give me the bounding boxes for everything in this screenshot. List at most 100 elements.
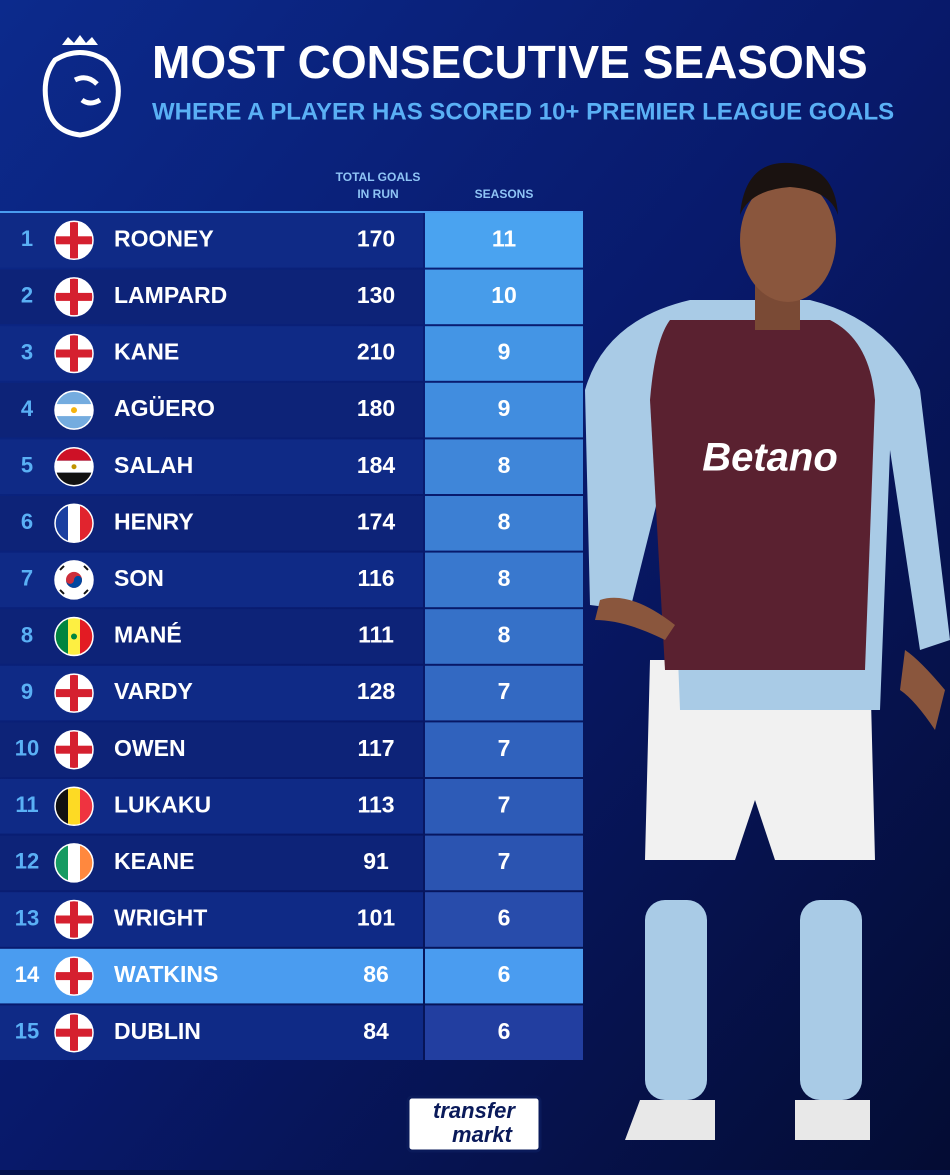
subtitle: WHERE A PLAYER HAS SCORED 10+ PREMIER LE… <box>152 98 894 125</box>
rank: 6 <box>21 509 33 534</box>
flag-border <box>54 786 94 827</box>
table-row: 10 OWEN 117 7 <box>0 722 583 777</box>
flag-border <box>54 390 94 430</box>
flag-border <box>54 560 94 600</box>
rank: 4 <box>21 396 34 421</box>
total-goals: 84 <box>363 1018 389 1044</box>
logo-text: transfer <box>433 1098 516 1123</box>
logo-text: markt <box>452 1122 514 1147</box>
player-name: SALAH <box>114 452 193 478</box>
total-goals: 174 <box>357 508 396 534</box>
flag-border <box>54 616 94 657</box>
rank: 10 <box>15 736 39 761</box>
player-name: OWEN <box>114 735 186 761</box>
table-row: 6 HENRY 174 8 <box>0 496 583 551</box>
column-header: IN RUN <box>357 187 398 201</box>
total-goals: 86 <box>363 961 389 987</box>
total-goals: 116 <box>357 565 394 591</box>
flag-border <box>54 503 94 544</box>
seasons: 8 <box>498 508 511 534</box>
rank: 8 <box>21 622 33 647</box>
league-logo <box>42 35 121 138</box>
player-name: MANÉ <box>114 621 182 648</box>
total-goals: 180 <box>357 395 395 421</box>
flag-border <box>54 333 94 374</box>
flag-border <box>54 729 94 770</box>
rank: 11 <box>15 792 38 817</box>
total-goals: 170 <box>357 225 395 251</box>
total-goals: 113 <box>357 791 394 817</box>
shirt-sponsor: Betano <box>702 436 838 480</box>
seasons-cell <box>425 1005 583 1060</box>
table: 1 ROONEY 170 11 2 LAMPARD 130 10 3 KANE 210 9 4 AGÜER… <box>0 211 583 1060</box>
flag-border <box>54 956 94 996</box>
seasons: 8 <box>498 452 511 478</box>
total-goals: 117 <box>357 735 394 761</box>
seasons-cell <box>425 382 583 438</box>
seasons: 8 <box>498 565 511 591</box>
player-name: KEANE <box>114 848 195 874</box>
seasons: 6 <box>498 961 511 987</box>
seasons-cell <box>425 609 583 664</box>
seasons-cell <box>425 665 583 721</box>
player-name: LAMPARD <box>114 282 227 308</box>
seasons: 6 <box>498 1018 511 1044</box>
table-row: 12 KEANE 91 7 <box>0 835 583 891</box>
player-name: WRIGHT <box>114 905 207 931</box>
flag-border <box>54 843 94 883</box>
seasons-cell <box>425 779 583 834</box>
seasons: 7 <box>498 678 511 704</box>
seasons: 10 <box>491 282 517 308</box>
total-goals: 184 <box>357 452 396 478</box>
seasons: 9 <box>498 395 511 421</box>
seasons: 9 <box>498 339 511 365</box>
seasons: 6 <box>498 905 511 931</box>
table-row: 14 WATKINS 86 6 <box>0 948 583 1004</box>
player-name: DUBLIN <box>114 1018 201 1044</box>
table-row: 1 ROONEY 170 11 <box>0 213 583 268</box>
seasons-cell <box>425 496 583 551</box>
total-goals: 91 <box>363 848 389 874</box>
rank: 13 <box>15 905 39 930</box>
total-goals: 101 <box>357 905 396 931</box>
player-name: AGÜERO <box>114 395 215 421</box>
seasons-cell <box>425 835 583 891</box>
table-row: 11 LUKAKU 113 7 <box>0 779 583 834</box>
table-row: 13 WRIGHT 101 6 <box>0 892 583 947</box>
flag-border <box>54 446 94 487</box>
seasons-cell <box>425 269 583 325</box>
seasons: 8 <box>498 622 511 648</box>
seasons: 7 <box>498 791 511 817</box>
seasons-cell <box>425 722 583 777</box>
player-name: VARDY <box>114 678 193 704</box>
rank: 14 <box>15 962 40 987</box>
table-row: 15 DUBLIN 84 6 <box>0 1005 583 1060</box>
table-row: 9 VARDY 128 7 <box>0 665 583 721</box>
table-row: 3 KANE 210 9 <box>0 326 583 381</box>
rank: 7 <box>21 566 33 591</box>
flag-border <box>54 899 94 940</box>
seasons-cell <box>425 326 583 381</box>
footer-logo: transfer markt <box>406 1095 542 1153</box>
rank: 15 <box>15 1019 39 1044</box>
seasons: 7 <box>498 848 511 874</box>
flag-border <box>54 673 94 713</box>
seasons: 7 <box>498 735 511 761</box>
column-header: SEASONS <box>475 187 534 201</box>
seasons-cell <box>425 439 583 494</box>
player-name: WATKINS <box>114 961 218 987</box>
table-row: 8 MANÉ 111 8 <box>0 609 583 664</box>
rank: 9 <box>21 679 33 704</box>
seasons-cell <box>425 892 583 947</box>
table-row: 7 SON 116 8 <box>0 552 583 608</box>
table-row: 2 LAMPARD 130 10 <box>0 269 583 325</box>
seasons: 11 <box>492 225 517 251</box>
player-name: HENRY <box>114 508 194 534</box>
total-goals: 128 <box>357 678 396 704</box>
total-goals: 130 <box>357 282 395 308</box>
total-goals: 210 <box>357 339 395 365</box>
rank: 1 <box>21 226 33 251</box>
flag-border <box>54 277 94 317</box>
